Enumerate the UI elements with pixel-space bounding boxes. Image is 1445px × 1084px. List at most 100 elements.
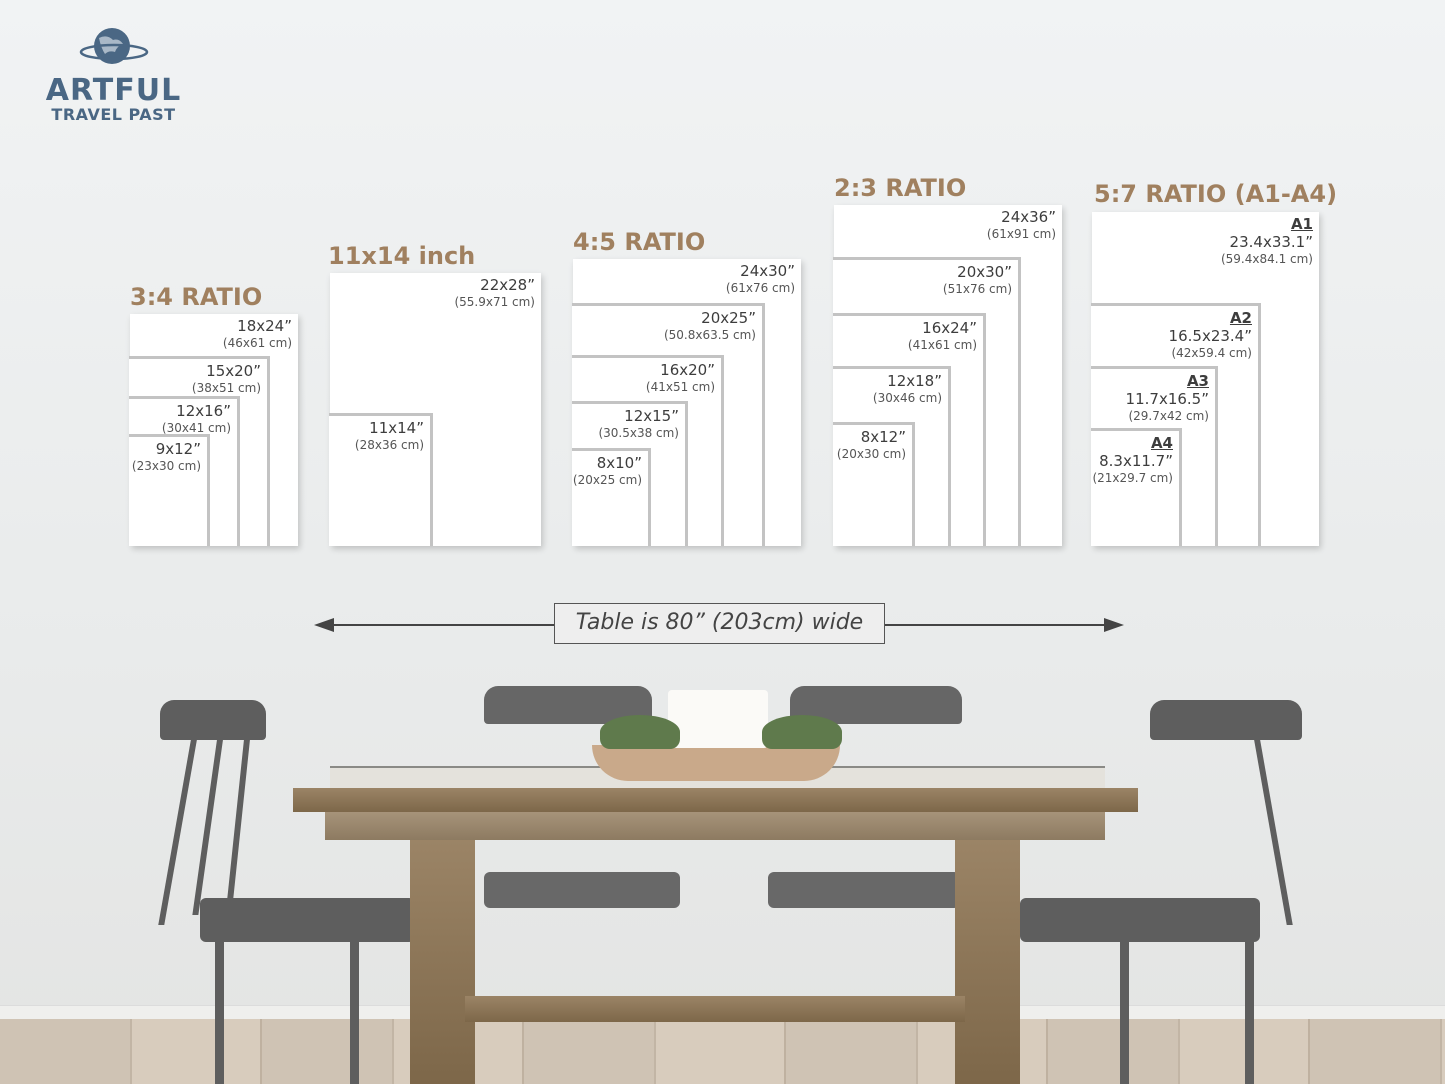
table-leg [955,840,1020,1084]
size-cm: (30x46 cm) [872,391,942,405]
size-label: 24x36” (61x91 cm) [987,208,1056,242]
size-cm: (21x29.7 cm) [1092,471,1173,485]
chair-spindle [1253,735,1293,925]
size-inches: 22x28” [480,276,535,294]
group-title: 4:5 RATIO [573,228,706,256]
chair-seat-right [1020,898,1260,942]
size-label: 18x24” (46x61 cm) [223,317,292,351]
size-inches: 9x12” [155,440,201,458]
size-cm: (59.4x84.1 cm) [1220,252,1313,266]
size-cm: (30x41 cm) [161,421,231,435]
size-inches: 12x15” [624,407,679,425]
size-label: A3 11.7x16.5” (29.7x42 cm) [1126,372,1209,424]
size-inches: 8x10” [596,454,642,472]
chair-leg [1120,940,1129,1084]
size-cm: (61x91 cm) [986,227,1056,241]
size-cm: (55.9x71 cm) [454,295,535,309]
group-title: 3:4 RATIO [130,283,263,311]
size-inches: 8.3x11.7” [1099,452,1173,470]
size-inches: 24x36” [1001,208,1056,226]
size-label: A1 23.4x33.1” (59.4x84.1 cm) [1221,215,1313,267]
globe-icon [79,28,148,64]
paper-size-name: A1 [1290,215,1313,233]
paper-size-name: A3 [1186,372,1209,390]
size-label: A4 8.3x11.7” (21x29.7 cm) [1092,434,1173,486]
size-inches: 23.4x33.1” [1229,233,1313,251]
size-inches: 16.5x23.4” [1168,327,1252,345]
logo-text-artful: ARTFUL [45,73,182,108]
chair-spindle [225,735,251,915]
size-label: 24x30” (61x76 cm) [726,262,795,296]
group-title: 5:7 RATIO (A1-A4) [1094,180,1338,208]
size-cm: (42x59.4 cm) [1171,346,1252,360]
candles [668,690,768,748]
size-cm: (20x25 cm) [572,473,642,487]
size-cm: (38x51 cm) [191,381,261,395]
wooden-bowl [592,745,840,781]
size-label: 20x25” (50.8x63.5 cm) [664,309,756,343]
size-cm: (20x30 cm) [836,447,906,461]
size-inches: 15x20” [206,362,261,380]
size-label: 16x20” (41x51 cm) [646,361,715,395]
size-cm: (41x51 cm) [645,380,715,394]
size-cm: (29.7x42 cm) [1128,409,1209,423]
table-stretcher [465,996,965,1022]
arrow-left-icon [314,618,334,632]
size-inches: 12x16” [176,402,231,420]
size-label: 20x30” (51x76 cm) [943,263,1012,297]
chair-leg [215,940,224,1084]
arrow-right-icon [1104,618,1124,632]
chair-back-right [1150,700,1302,740]
paper-size-name: A2 [1229,309,1252,327]
print-size-frame: 9x12” (23x30 cm) [129,434,210,546]
size-inches: 8x12” [860,428,906,446]
size-inches: 11.7x16.5” [1125,390,1209,408]
size-inches: 16x20” [660,361,715,379]
logo-text-travel-past: TRAVEL PAST [51,105,176,124]
table-apron [325,812,1105,840]
chair-spindle [158,735,198,925]
size-label: 16x24” (41x61 cm) [908,319,977,353]
size-label: 11x14” (28x36 cm) [355,419,424,453]
group-title: 2:3 RATIO [834,174,967,202]
size-cm: (50.8x63.5 cm) [663,328,756,342]
print-size-frame: 11x14” (28x36 cm) [329,413,433,546]
size-cm: (23x30 cm) [131,459,201,473]
size-label: 12x15” (30.5x38 cm) [598,407,679,441]
size-cm: (30.5x38 cm) [598,426,679,440]
print-size-frame: 8x12” (20x30 cm) [833,422,915,546]
size-label: 8x12” (20x30 cm) [837,428,906,462]
size-inches: 20x25” [701,309,756,327]
size-cm: (51x76 cm) [942,282,1012,296]
table-leg [410,840,475,1084]
size-label: 9x12” (23x30 cm) [132,440,201,474]
size-cm: (28x36 cm) [354,438,424,452]
table-top [293,788,1138,812]
size-label: 15x20” (38x51 cm) [192,362,261,396]
print-size-frame: A4 8.3x11.7” (21x29.7 cm) [1091,428,1182,546]
size-label: 12x16” (30x41 cm) [162,402,231,436]
size-inches: 20x30” [957,263,1012,281]
chair-seat-left [200,898,415,942]
size-label: 8x10” (20x25 cm) [573,454,642,488]
print-size-frame: 8x10” (20x25 cm) [572,448,651,546]
chair-back-left [160,700,266,740]
succulent-plant [762,715,842,749]
chair-seat-center-right [768,872,960,908]
size-label: A2 16.5x23.4” (42x59.4 cm) [1169,309,1252,361]
size-cm: (61x76 cm) [725,281,795,295]
size-inches: 16x24” [922,319,977,337]
size-inches: 18x24” [237,317,292,335]
chair-leg [1245,940,1254,1084]
paper-size-name: A4 [1150,434,1173,452]
wooden-floor [0,1018,1445,1084]
succulent-plant [600,715,680,749]
size-label: 12x18” (30x46 cm) [873,372,942,406]
brand-logo: ARTFUL TRAVEL PAST [36,26,191,124]
size-label: 22x28” (55.9x71 cm) [454,276,535,310]
size-inches: 12x18” [887,372,942,390]
chair-spindle [192,735,224,915]
width-arrow-right-line [885,624,1107,626]
group-title: 11x14 inch [328,242,476,270]
size-cm: (46x61 cm) [222,336,292,350]
